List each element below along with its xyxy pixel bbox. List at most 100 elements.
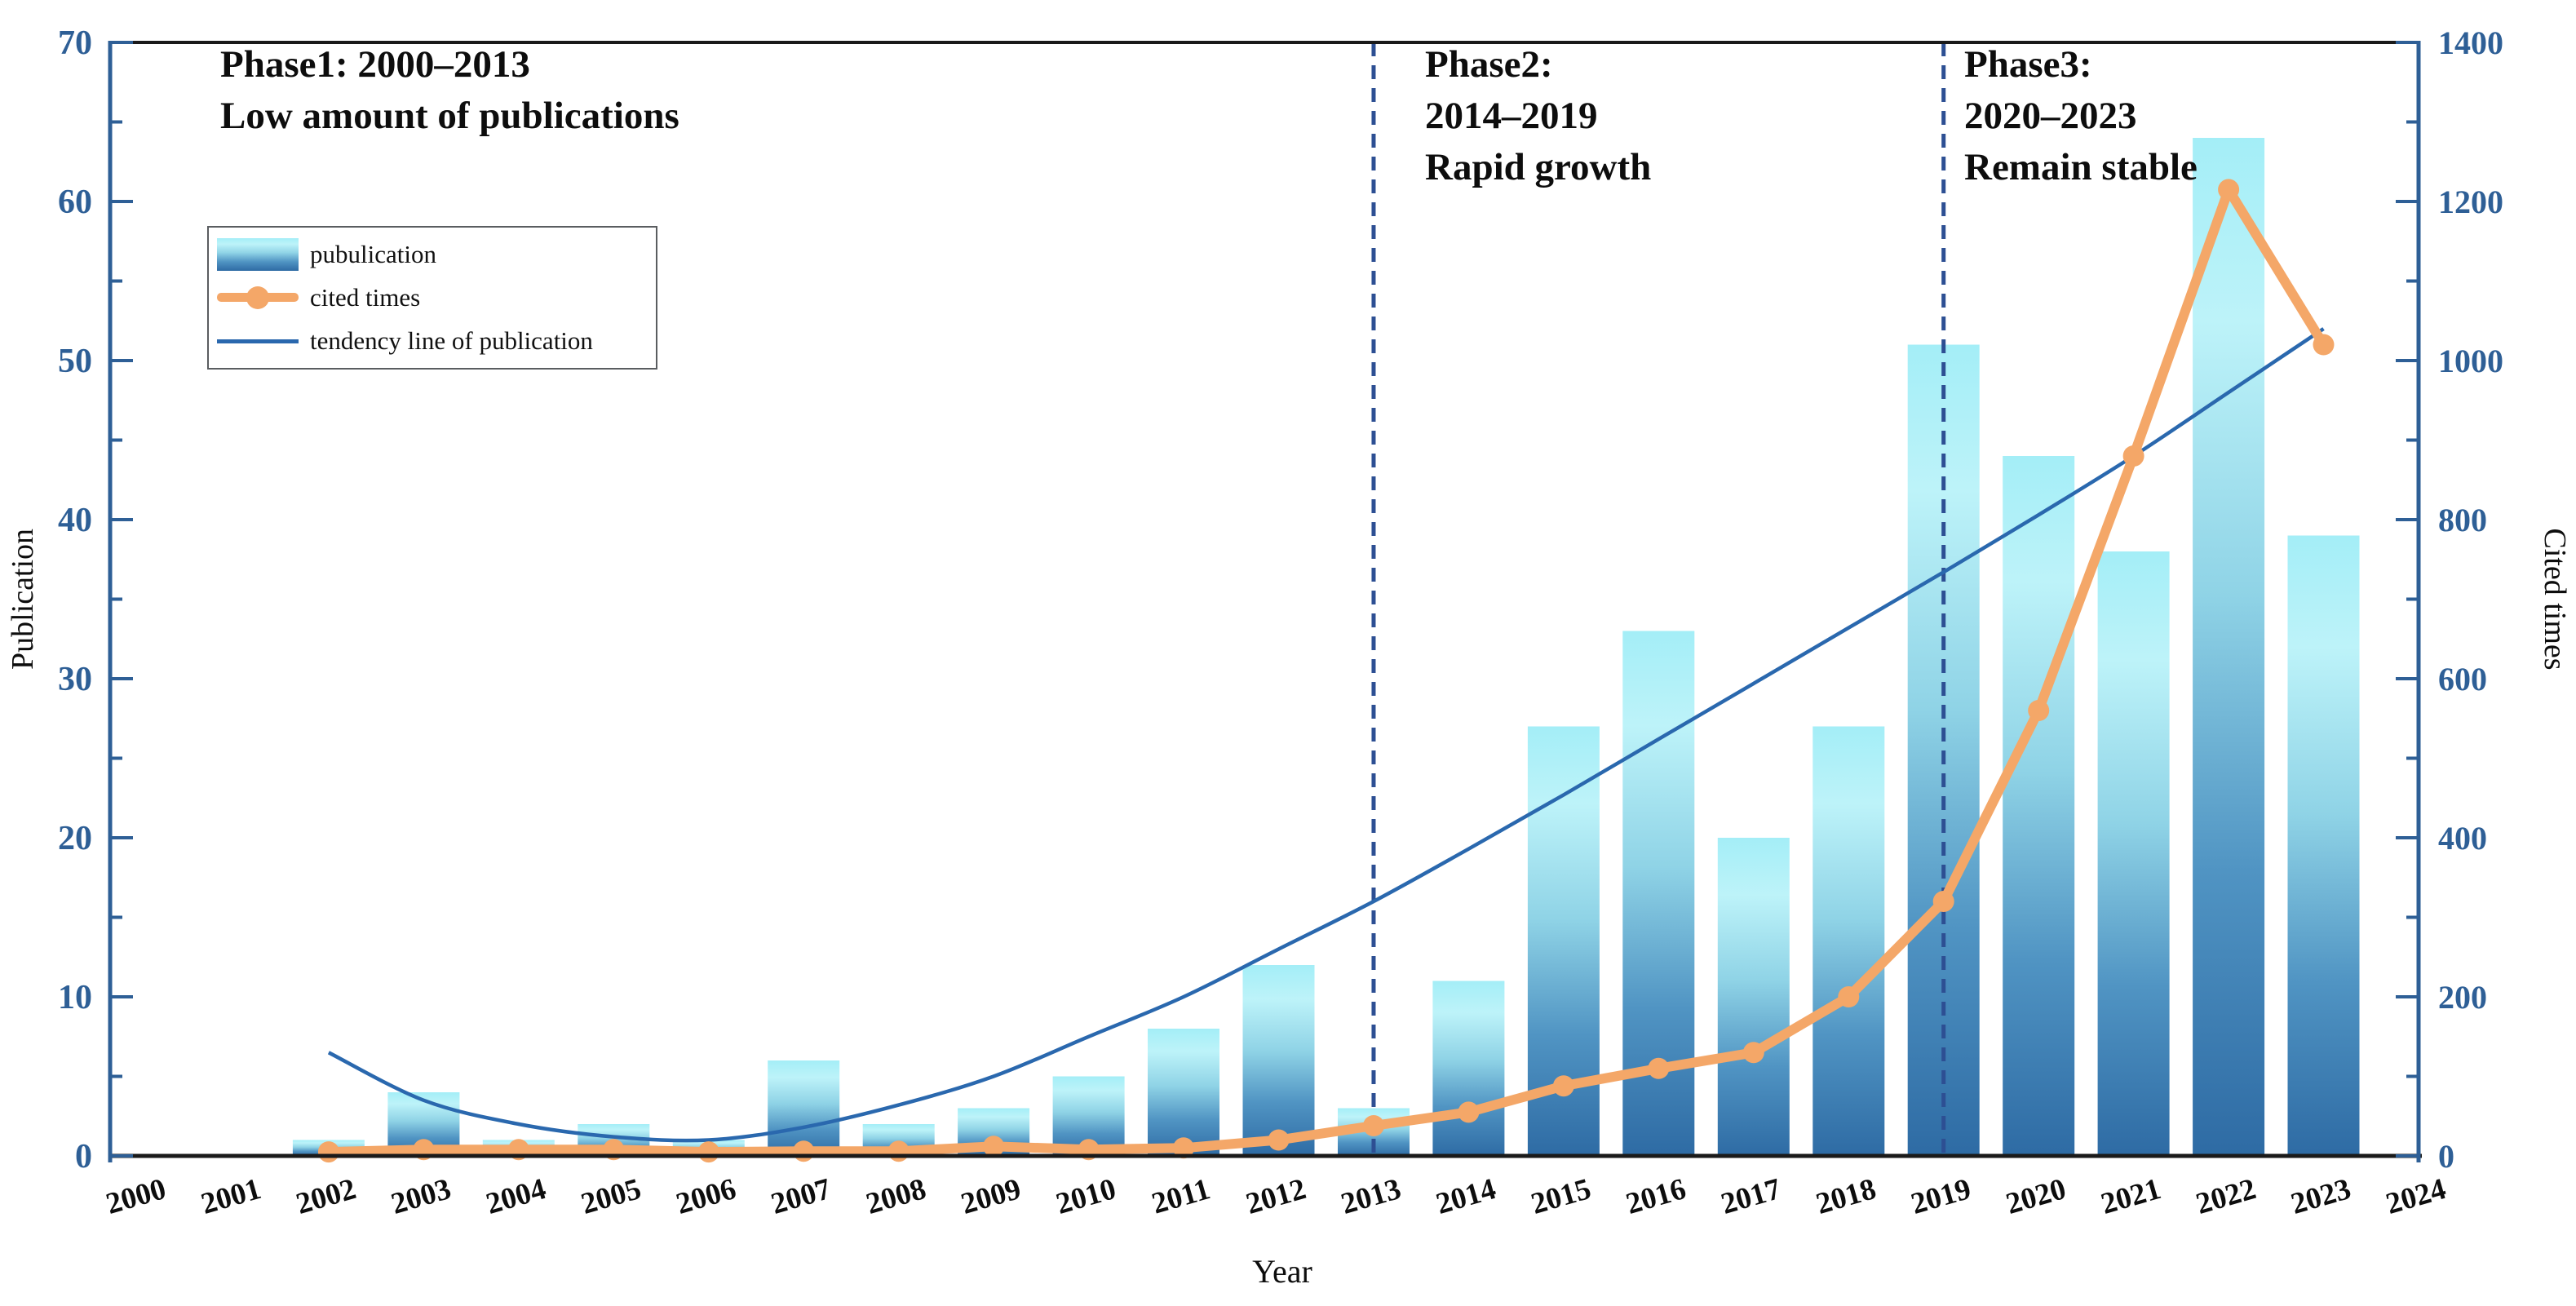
x-tick-label-2009: 2009 <box>958 1172 1025 1221</box>
legend-item-publication: pubulication <box>217 234 648 275</box>
right-tick-label-0: 0 <box>2438 1138 2454 1175</box>
left-tick-label-10: 10 <box>58 979 92 1016</box>
cited-marker-2020 <box>2028 700 2050 721</box>
x-tick-label-2017: 2017 <box>1717 1172 1784 1221</box>
x-tick-label-2003: 2003 <box>387 1172 454 1221</box>
bar-2023 <box>2287 535 2360 1156</box>
x-tick-label-2007: 2007 <box>768 1172 834 1221</box>
bar-2018 <box>1812 726 1885 1156</box>
x-tick-label-2023: 2023 <box>2287 1172 2354 1221</box>
legend-item-cited-times: cited times <box>217 277 648 318</box>
x-tick-label-2022: 2022 <box>2193 1172 2260 1221</box>
x-tick-label-2010: 2010 <box>1052 1172 1119 1221</box>
legend-label-publication: pubulication <box>310 239 436 268</box>
cited-marker-2015 <box>1552 1075 1574 1097</box>
right-tick-label-1000: 1000 <box>2438 343 2503 379</box>
x-tick-label-2001: 2001 <box>197 1172 264 1221</box>
cited-marker-2008 <box>887 1140 910 1162</box>
phase2-line1: Phase2: <box>1425 43 1553 86</box>
left-tick-label-30: 30 <box>58 661 92 698</box>
right-tick-label-200: 200 <box>2438 979 2487 1016</box>
bar-2020 <box>2003 456 2075 1156</box>
bar-swatch-icon <box>217 237 299 271</box>
cited-marker-2014 <box>1458 1101 1480 1123</box>
bar-2012 <box>1242 965 1315 1156</box>
left-axis-title: Publication <box>6 529 40 670</box>
cited-marker-2002 <box>317 1141 339 1163</box>
left-tick-label-70: 70 <box>58 24 92 62</box>
cited-marker-2009 <box>983 1136 1005 1158</box>
cited-marker-2018 <box>1838 986 1860 1007</box>
x-tick-label-2018: 2018 <box>1812 1172 1879 1221</box>
right-tick-label-600: 600 <box>2438 661 2487 697</box>
right-tick-label-800: 800 <box>2438 502 2487 538</box>
bar-2007 <box>768 1060 840 1156</box>
x-tick-label-2014: 2014 <box>1432 1172 1499 1221</box>
x-tick-label-2021: 2021 <box>2097 1172 2164 1221</box>
right-tick-label-400: 400 <box>2438 820 2487 857</box>
cited-marker-2012 <box>1268 1129 1290 1151</box>
x-tick-label-2012: 2012 <box>1242 1172 1309 1221</box>
legend-label-cited-times: cited times <box>310 282 421 312</box>
cited-marker-2017 <box>1742 1042 1764 1064</box>
cited-marker-2019 <box>1932 891 1954 912</box>
cited-marker-2006 <box>697 1141 719 1163</box>
bar-2022 <box>2193 138 2265 1156</box>
x-tick-label-2006: 2006 <box>672 1172 739 1221</box>
right-axis: 0 200 400 600 800 1000 1200 1400 <box>2396 24 2503 1175</box>
legend-box: pubulication cited times tendency line o… <box>207 226 657 370</box>
bar-2011 <box>1148 1029 1219 1156</box>
x-tick-label-2016: 2016 <box>1622 1172 1689 1221</box>
x-tick-label-2019: 2019 <box>1907 1172 1974 1221</box>
phase2-line3: Rapid growth <box>1425 146 1652 188</box>
cited-marker-2021 <box>2122 445 2144 467</box>
cited-marker-2013 <box>1363 1115 1384 1136</box>
left-tick-label-60: 60 <box>58 184 92 221</box>
cited-marker-2007 <box>793 1140 815 1162</box>
cited-times-line <box>323 184 2329 1158</box>
cited-marker-2016 <box>1648 1057 1670 1079</box>
orange-line-marker-icon <box>217 286 299 309</box>
phase3-line3: Remain stable <box>1964 146 2198 188</box>
x-tick-label-2000: 2000 <box>103 1172 170 1221</box>
phase3-line2: 2020–2023 <box>1964 95 2137 137</box>
phase3-line1: Phase3: <box>1964 43 2092 86</box>
x-tick-label-2011: 2011 <box>1149 1172 1214 1220</box>
left-axis: 0 10 20 30 40 50 60 70 <box>58 24 133 1175</box>
phase3-annotation: Phase3: 2020–2023 Remain stable <box>1964 39 2198 193</box>
phase1-line2: Low amount of publications <box>220 95 679 137</box>
x-axis-title: Year <box>1252 1253 1312 1290</box>
right-tick-label-1200: 1200 <box>2438 184 2503 220</box>
x-tick-label-2008: 2008 <box>862 1172 929 1221</box>
bar-2017 <box>1717 838 1790 1156</box>
x-tick-label-2004: 2004 <box>482 1172 549 1221</box>
tendency-line <box>327 327 2325 1143</box>
right-axis-title: Cited times <box>2538 528 2572 670</box>
x-tick-label-2002: 2002 <box>293 1172 360 1221</box>
cited-marker-2023 <box>2313 334 2335 356</box>
blue-line-icon <box>217 339 299 343</box>
x-tick-label-2020: 2020 <box>2003 1172 2069 1221</box>
bar-2014 <box>1432 981 1505 1156</box>
x-tick-label-2024: 2024 <box>2383 1172 2450 1221</box>
left-tick-label-20: 20 <box>58 820 92 857</box>
left-tick-label-0: 0 <box>75 1138 92 1175</box>
phase2-line2: 2014–2019 <box>1425 95 1598 137</box>
phase1-annotation: Phase1: 2000–2013 Low amount of publicat… <box>220 39 679 142</box>
bar-2021 <box>2097 551 2170 1156</box>
x-tick-label-2005: 2005 <box>578 1172 644 1221</box>
cited-marker-2022 <box>2218 179 2240 201</box>
phase1-line1: Phase1: 2000–2013 <box>220 43 530 86</box>
legend-label-tendency: tendency line of publication <box>310 326 593 356</box>
cited-marker-2011 <box>1173 1137 1194 1159</box>
right-tick-label-1400: 1400 <box>2438 24 2503 61</box>
x-axis-labels: 2000 2001 2002 2003 2004 2005 2006 2007 2008 2009… <box>103 1172 2450 1221</box>
left-tick-label-40: 40 <box>58 502 92 539</box>
phase2-annotation: Phase2: 2014–2019 Rapid growth <box>1425 39 1651 193</box>
x-tick-label-2015: 2015 <box>1528 1172 1595 1221</box>
left-tick-label-50: 50 <box>58 343 92 380</box>
legend-item-tendency: tendency line of publication <box>217 321 648 361</box>
x-tick-label-2013: 2013 <box>1338 1172 1405 1221</box>
